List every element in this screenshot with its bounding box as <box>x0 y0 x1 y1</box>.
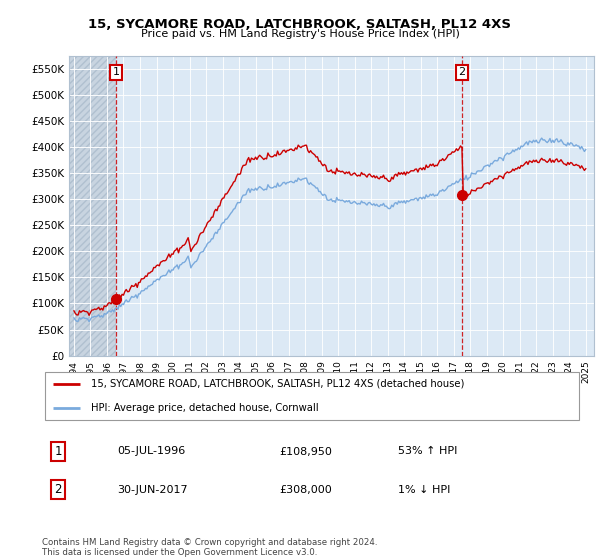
Text: Price paid vs. HM Land Registry's House Price Index (HPI): Price paid vs. HM Land Registry's House … <box>140 29 460 39</box>
Text: 05-JUL-1996: 05-JUL-1996 <box>118 446 186 456</box>
Text: £308,000: £308,000 <box>280 484 332 494</box>
Text: 53% ↑ HPI: 53% ↑ HPI <box>398 446 458 456</box>
Text: 15, SYCAMORE ROAD, LATCHBROOK, SALTASH, PL12 4XS: 15, SYCAMORE ROAD, LATCHBROOK, SALTASH, … <box>89 18 511 31</box>
FancyBboxPatch shape <box>45 372 580 420</box>
Text: £108,950: £108,950 <box>280 446 332 456</box>
Text: 1: 1 <box>55 445 62 458</box>
Bar <box>69 56 116 356</box>
Text: 1% ↓ HPI: 1% ↓ HPI <box>398 484 451 494</box>
Text: 1: 1 <box>112 67 119 77</box>
Text: 2: 2 <box>55 483 62 496</box>
Text: Contains HM Land Registry data © Crown copyright and database right 2024.
This d: Contains HM Land Registry data © Crown c… <box>42 538 377 557</box>
Text: 30-JUN-2017: 30-JUN-2017 <box>118 484 188 494</box>
Text: 15, SYCAMORE ROAD, LATCHBROOK, SALTASH, PL12 4XS (detached house): 15, SYCAMORE ROAD, LATCHBROOK, SALTASH, … <box>91 379 464 389</box>
Text: HPI: Average price, detached house, Cornwall: HPI: Average price, detached house, Corn… <box>91 403 318 413</box>
Text: 2: 2 <box>458 67 466 77</box>
